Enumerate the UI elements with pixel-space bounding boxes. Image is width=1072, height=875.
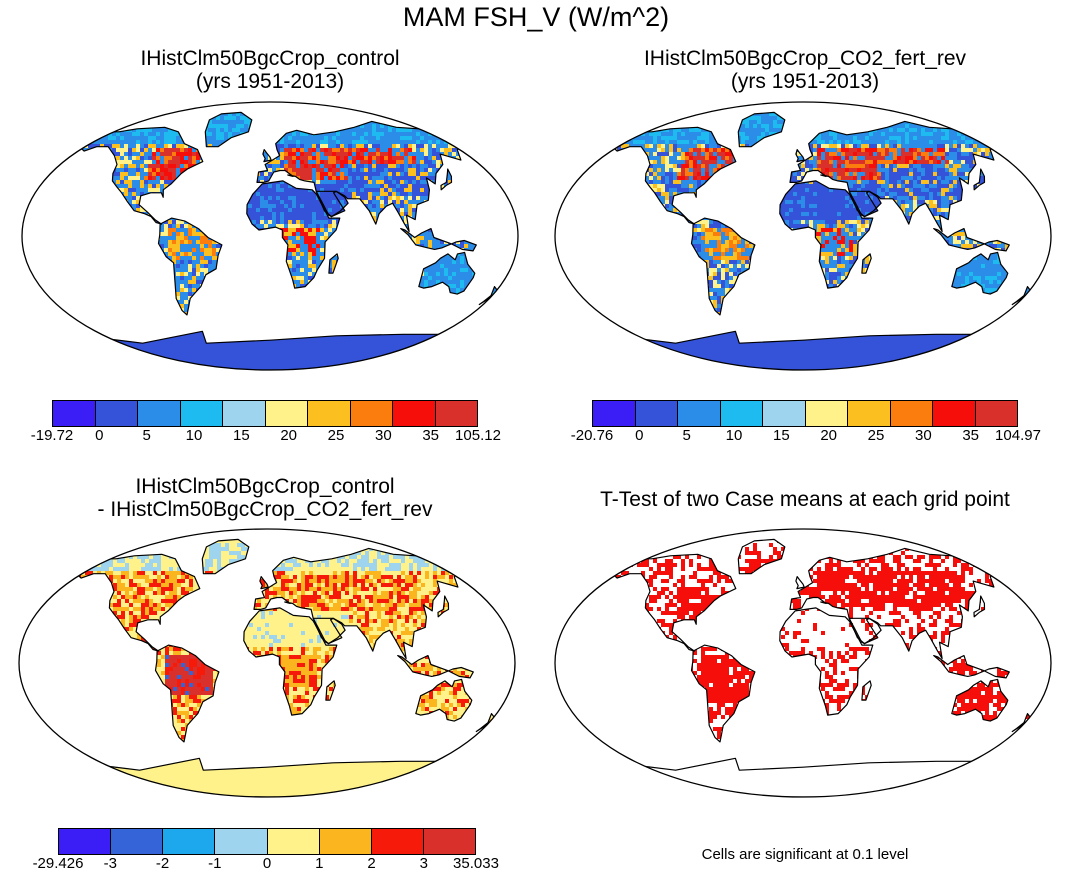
map-panel-3	[17, 527, 517, 799]
colorbar-3-label: -29.426	[33, 855, 84, 872]
colorbar-1-label: 10	[186, 427, 203, 444]
colorbar-3-swatch	[372, 829, 424, 854]
colorbar-2-swatch	[721, 401, 764, 426]
colorbar-2-swatch	[763, 401, 806, 426]
colorbar-2-swatch	[891, 401, 934, 426]
colorbar-3-label: -3	[104, 855, 117, 872]
colorbar-1-label: 35	[422, 427, 439, 444]
colorbar-1-swatch	[393, 401, 436, 426]
panel-1-title-line1: IHistClm50BgcCrop_control	[30, 47, 510, 70]
colorbar-2-swatches	[592, 400, 1018, 427]
map-panel-1	[20, 100, 520, 372]
colorbar-2-label: 10	[726, 427, 743, 444]
panel-2-title-line2: (yrs 1951-2013)	[565, 70, 1045, 93]
colorbar-3-label: 1	[315, 855, 323, 872]
colorbar-1-swatch	[53, 401, 96, 426]
colorbar-2-label: 25	[868, 427, 885, 444]
colorbar-3-swatches	[58, 828, 476, 855]
colorbar-3-label: 3	[420, 855, 428, 872]
colorbar-2-label: 104.97	[995, 427, 1041, 444]
colorbar-1-label: 105.12	[455, 427, 501, 444]
colorbar-2-label: 5	[682, 427, 690, 444]
colorbar-3-label: 35.033	[453, 855, 499, 872]
panel-2-title-line1: IHistClm50BgcCrop_CO2_fert_rev	[565, 47, 1045, 70]
colorbar-3-swatch	[215, 829, 267, 854]
colorbar-3-swatch	[268, 829, 320, 854]
colorbar-2-label: 15	[773, 427, 790, 444]
figure-title: MAM FSH_V (W/m^2)	[0, 2, 1072, 33]
colorbar-1-swatch	[266, 401, 309, 426]
colorbar-3-swatch	[424, 829, 475, 854]
colorbar-3-swatch	[59, 829, 111, 854]
panel-1-title: IHistClm50BgcCrop_control (yrs 1951-2013…	[30, 47, 510, 93]
colorbar-3-label: -2	[156, 855, 169, 872]
colorbar-2-swatch	[636, 401, 679, 426]
colorbar-1-swatch	[96, 401, 139, 426]
colorbar-1-swatch	[308, 401, 351, 426]
colorbar-2-label: 20	[820, 427, 837, 444]
significance-note: Cells are significant at 0.1 level	[565, 846, 1045, 863]
colorbar-1-label: 25	[328, 427, 345, 444]
colorbar-1-swatch	[181, 401, 224, 426]
colorbar-2-label: 30	[915, 427, 932, 444]
colorbar-1-swatch	[436, 401, 478, 426]
colorbar-1-swatch	[223, 401, 266, 426]
colorbar-2-swatch	[593, 401, 636, 426]
panel-1-title-line2: (yrs 1951-2013)	[30, 70, 510, 93]
colorbar-3-label: 0	[263, 855, 271, 872]
map-panel-4	[553, 527, 1053, 799]
colorbar-1-label: 30	[375, 427, 392, 444]
colorbar-1-swatch	[351, 401, 394, 426]
colorbar-3-label: 2	[367, 855, 375, 872]
colorbar-2-label: 0	[635, 427, 643, 444]
colorbar-1-label: 15	[233, 427, 250, 444]
map-panel-2	[553, 100, 1053, 372]
colorbar-2-swatch	[678, 401, 721, 426]
colorbar-2-swatch	[806, 401, 849, 426]
colorbar-3-label: -1	[208, 855, 221, 872]
colorbar-3-swatch	[320, 829, 372, 854]
colorbar-2-swatch	[976, 401, 1018, 426]
colorbar-2-swatch	[933, 401, 976, 426]
panel-3-title: IHistClm50BgcCrop_control - IHistClm50Bg…	[25, 475, 505, 521]
colorbar-1-label: 20	[280, 427, 297, 444]
panel-3-title-line1: IHistClm50BgcCrop_control	[25, 475, 505, 498]
colorbar-1-label: -19.72	[31, 427, 74, 444]
colorbar-3-swatch	[111, 829, 163, 854]
colorbar-1-swatches	[52, 400, 478, 427]
colorbar-2-swatch	[848, 401, 891, 426]
panel-3-title-line2: - IHistClm50BgcCrop_CO2_fert_rev	[25, 498, 505, 521]
colorbar-1-swatch	[138, 401, 181, 426]
colorbar-1-label: 5	[142, 427, 150, 444]
colorbar-2-label: 35	[962, 427, 979, 444]
panel-4-title-line1: T-Test of two Case means at each grid po…	[545, 488, 1065, 511]
panel-2-title: IHistClm50BgcCrop_CO2_fert_rev (yrs 1951…	[565, 47, 1045, 93]
colorbar-1-label: 0	[95, 427, 103, 444]
panel-4-title: T-Test of two Case means at each grid po…	[545, 488, 1065, 511]
colorbar-3-swatch	[163, 829, 215, 854]
colorbar-2-label: -20.76	[571, 427, 614, 444]
